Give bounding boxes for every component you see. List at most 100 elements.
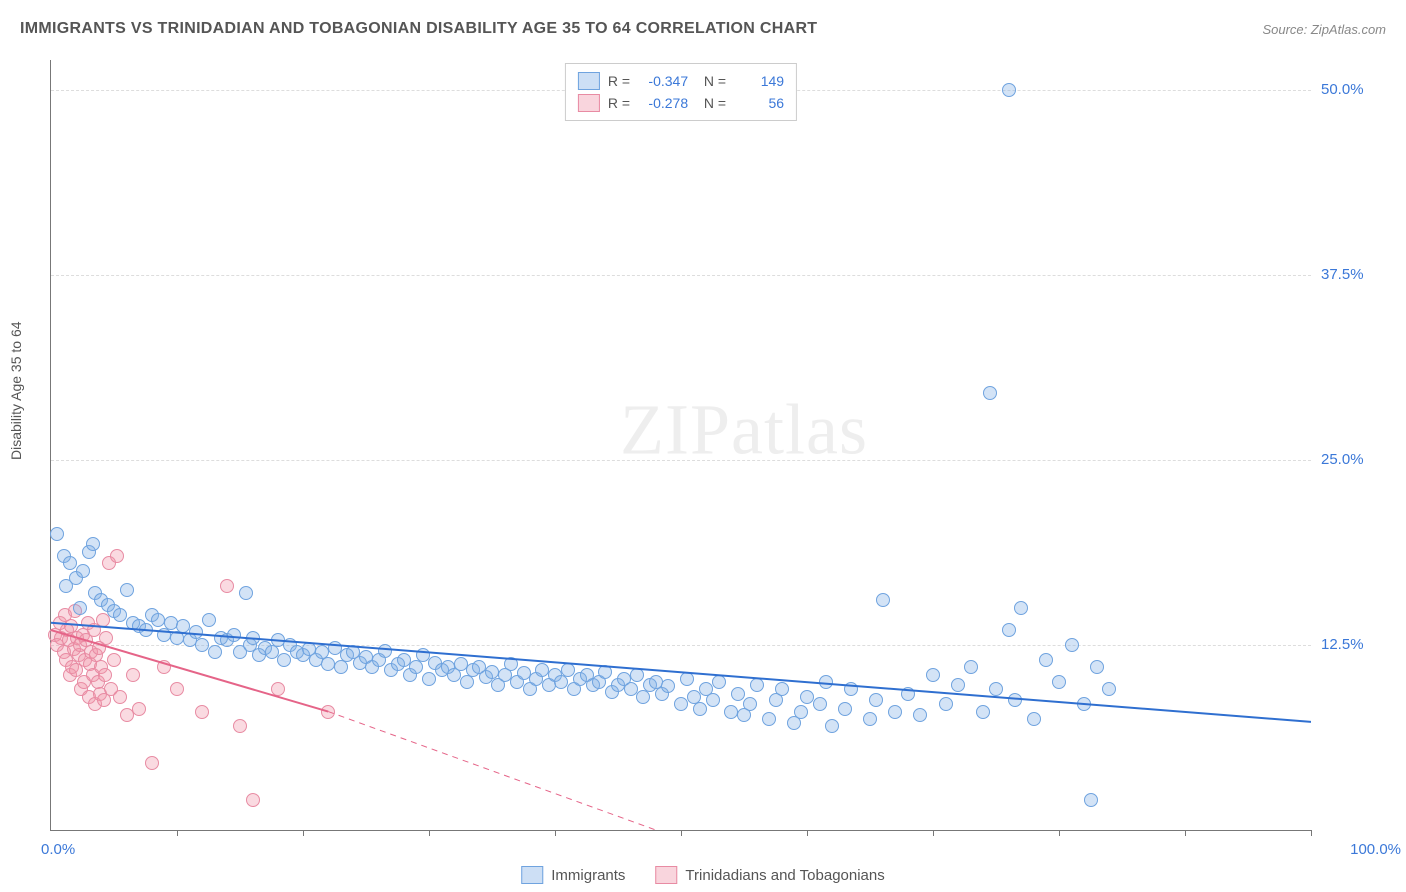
data-point-immigrants	[750, 678, 764, 692]
data-point-trinidad	[157, 660, 171, 674]
data-point-immigrants	[844, 682, 858, 696]
data-point-trinidad	[110, 549, 124, 563]
data-point-trinidad	[195, 705, 209, 719]
data-point-immigrants	[825, 719, 839, 733]
data-point-immigrants	[876, 593, 890, 607]
y-tick-label: 25.0%	[1321, 451, 1391, 468]
legend-label-trinidad: Trinidadians and Tobagonians	[685, 867, 884, 884]
legend-swatch-trinidad	[655, 866, 677, 884]
data-point-trinidad	[99, 631, 113, 645]
chart-title: IMMIGRANTS VS TRINIDADIAN AND TOBAGONIAN…	[20, 20, 817, 38]
x-tick	[807, 830, 808, 836]
data-point-trinidad	[113, 690, 127, 704]
data-point-immigrants	[976, 705, 990, 719]
n-value-immigrants: 149	[734, 70, 784, 92]
x-tick	[681, 830, 682, 836]
data-point-immigrants	[743, 697, 757, 711]
data-point-trinidad	[246, 793, 260, 807]
data-point-immigrants	[819, 675, 833, 689]
data-point-trinidad	[98, 668, 112, 682]
r-value-immigrants: -0.347	[638, 70, 688, 92]
data-point-immigrants	[1039, 653, 1053, 667]
legend-swatch-immigrants	[521, 866, 543, 884]
data-point-immigrants	[277, 653, 291, 667]
data-point-immigrants	[139, 623, 153, 637]
data-point-immigrants	[1002, 623, 1016, 637]
y-axis-label: Disability Age 35 to 64	[8, 321, 24, 460]
chart-header: IMMIGRANTS VS TRINIDADIAN AND TOBAGONIAN…	[20, 20, 1386, 38]
data-point-immigrants	[189, 625, 203, 639]
data-point-immigrants	[1008, 693, 1022, 707]
y-tick-label: 37.5%	[1321, 266, 1391, 283]
data-point-immigrants	[208, 645, 222, 659]
legend-swatch-immigrants	[578, 72, 600, 90]
data-point-immigrants	[598, 665, 612, 679]
data-point-immigrants	[869, 693, 883, 707]
n-label: N =	[696, 92, 726, 114]
data-point-immigrants	[901, 687, 915, 701]
data-point-immigrants	[561, 663, 575, 677]
legend-item-immigrants: Immigrants	[521, 866, 625, 884]
n-label: N =	[696, 70, 726, 92]
data-point-immigrants	[661, 679, 675, 693]
data-point-immigrants	[989, 682, 1003, 696]
legend-row-trinidad: R = -0.278 N = 56	[578, 92, 784, 114]
data-point-immigrants	[712, 675, 726, 689]
data-point-immigrants	[202, 613, 216, 627]
x-tick	[177, 830, 178, 836]
watermark-zip: ZIP	[620, 389, 731, 469]
data-point-immigrants	[983, 386, 997, 400]
data-point-immigrants	[1014, 601, 1028, 615]
data-point-immigrants	[762, 712, 776, 726]
data-point-immigrants	[680, 672, 694, 686]
data-point-immigrants	[838, 702, 852, 716]
data-point-immigrants	[1090, 660, 1104, 674]
chart-source: Source: ZipAtlas.com	[1262, 22, 1386, 37]
data-point-immigrants	[630, 668, 644, 682]
data-point-trinidad	[145, 756, 159, 770]
data-point-immigrants	[1077, 697, 1091, 711]
data-point-immigrants	[120, 583, 134, 597]
data-point-immigrants	[1002, 83, 1016, 97]
data-point-immigrants	[50, 527, 64, 541]
x-tick	[1185, 830, 1186, 836]
correlation-legend: R = -0.347 N = 149 R = -0.278 N = 56	[565, 63, 797, 121]
watermark-atlas: atlas	[731, 389, 868, 469]
data-point-immigrants	[73, 601, 87, 615]
data-point-trinidad	[132, 702, 146, 716]
y-tick-label: 12.5%	[1321, 636, 1391, 653]
data-point-immigrants	[239, 586, 253, 600]
data-point-immigrants	[1052, 675, 1066, 689]
x-axis-max-label: 100.0%	[1350, 841, 1401, 858]
data-point-immigrants	[422, 672, 436, 686]
data-point-immigrants	[813, 697, 827, 711]
y-tick-label: 50.0%	[1321, 81, 1391, 98]
r-label: R =	[608, 92, 630, 114]
data-point-immigrants	[775, 682, 789, 696]
data-point-immigrants	[888, 705, 902, 719]
x-tick	[303, 830, 304, 836]
data-point-immigrants	[674, 697, 688, 711]
legend-label-immigrants: Immigrants	[551, 867, 625, 884]
data-point-immigrants	[794, 705, 808, 719]
data-point-immigrants	[1102, 682, 1116, 696]
data-point-trinidad	[170, 682, 184, 696]
data-point-immigrants	[227, 628, 241, 642]
data-point-immigrants	[504, 657, 518, 671]
data-point-immigrants	[1027, 712, 1041, 726]
data-point-immigrants	[1084, 793, 1098, 807]
x-tick	[1311, 830, 1312, 836]
data-point-immigrants	[693, 702, 707, 716]
x-tick	[555, 830, 556, 836]
data-point-trinidad	[220, 579, 234, 593]
data-point-immigrants	[378, 644, 392, 658]
data-point-trinidad	[126, 668, 140, 682]
data-point-immigrants	[731, 687, 745, 701]
data-point-immigrants	[706, 693, 720, 707]
data-point-immigrants	[246, 631, 260, 645]
legend-item-trinidad: Trinidadians and Tobagonians	[655, 866, 884, 884]
legend-swatch-trinidad	[578, 94, 600, 112]
r-value-trinidad: -0.278	[638, 92, 688, 114]
data-point-immigrants	[1065, 638, 1079, 652]
data-point-immigrants	[86, 537, 100, 551]
